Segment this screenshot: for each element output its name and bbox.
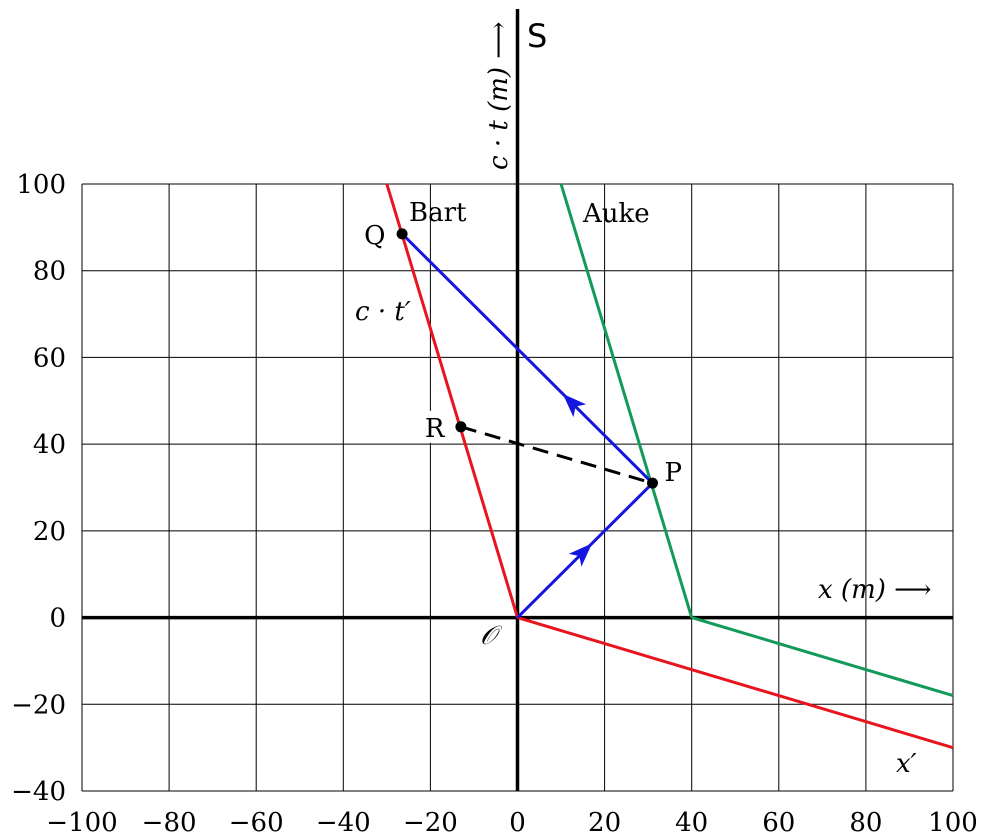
x-tick-label: 20 — [588, 808, 621, 838]
y-tick-label: 60 — [33, 343, 66, 373]
direction-arrow — [562, 393, 587, 418]
y-tick-label: 100 — [16, 170, 66, 200]
y-tick-label: 40 — [33, 430, 66, 460]
x-tick-label: −100 — [46, 808, 117, 838]
y-tick-label: 20 — [33, 517, 66, 547]
bart-label: Bart — [409, 198, 467, 228]
axes — [82, 9, 953, 791]
origin-label: 𝒪 — [480, 621, 503, 651]
event-q-label: Q — [364, 221, 385, 251]
x-tick-label: 100 — [928, 808, 978, 838]
y-tick-label: −20 — [11, 690, 66, 720]
auke-worldline — [559, 183, 694, 619]
ct-prime-label: c · t′ — [355, 297, 411, 327]
worldlines — [385, 183, 954, 750]
event-p-dot — [647, 477, 659, 489]
auke-label: Auke — [582, 199, 650, 229]
x-tick-label: −60 — [229, 808, 284, 838]
x-tick-label: 60 — [762, 808, 795, 838]
green-worldline — [691, 616, 954, 698]
event-r-dot — [455, 421, 467, 433]
y-axis-label: c · t (m) ⟶ — [484, 21, 514, 170]
x-tick-label: −20 — [403, 808, 458, 838]
x-tick-label: 0 — [509, 808, 526, 838]
x-axis-label: x (m) ⟶ — [818, 575, 931, 605]
x-tick-label: −80 — [142, 808, 197, 838]
event-r-label: R — [425, 414, 446, 444]
label-background — [416, 410, 449, 443]
blue-worldline — [401, 232, 654, 485]
x-tick-label: 40 — [675, 808, 708, 838]
direction-arrow — [568, 543, 593, 567]
events: P Q R — [364, 221, 682, 489]
x-prime-label: x′ — [896, 749, 917, 779]
bart-worldline — [385, 183, 519, 619]
x-tick-label: −40 — [316, 808, 371, 838]
y-tick-label: −40 — [11, 777, 66, 807]
event-p-label: P — [665, 458, 683, 488]
black-worldline — [460, 425, 653, 485]
tick-labels: −100 −80 −60 −40 −20 0 20 40 60 80 100 −40 −20 0 20 40 6… — [11, 170, 978, 838]
x-worldline — [517, 616, 954, 750]
event-q-dot — [396, 228, 408, 240]
y-tick-label: 80 — [33, 257, 66, 287]
y-tick-label: 0 — [49, 604, 66, 634]
x-tick-label: 80 — [849, 808, 882, 838]
frame-label: S — [527, 17, 547, 55]
